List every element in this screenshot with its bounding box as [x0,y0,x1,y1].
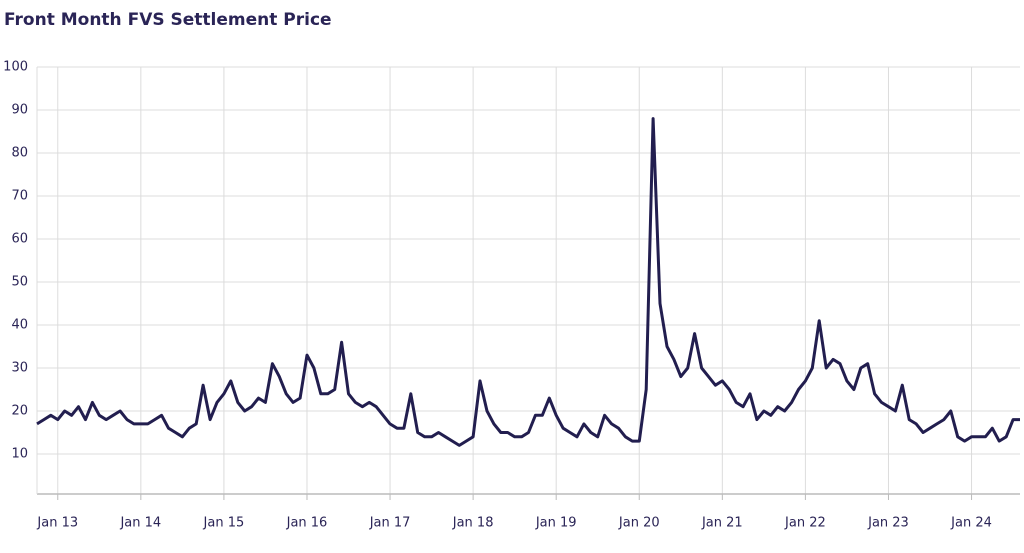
y-tick-label: 60 [11,232,28,247]
series-line [36,117,1020,447]
y-tick-label: 90 [11,103,28,118]
y-tick-label: 50 [11,275,28,290]
y-tick-label: 80 [11,146,28,161]
x-tick-label: Jan 16 [286,516,328,531]
x-tick-label: Jan 19 [535,516,577,531]
y-tick-label: 70 [11,189,28,204]
x-tick-label: Jan 18 [452,516,494,531]
y-tick-label: 10 [11,447,28,462]
x-tick-label: Jan 24 [950,516,992,531]
y-tick-label: 40 [11,318,28,333]
x-tick-label: Jan 13 [36,516,78,531]
y-tick-label: 100 [3,60,28,75]
x-tick-label: Jan 22 [784,516,826,531]
x-tick-label: Jan 21 [701,516,743,531]
x-tick-label: Jan 23 [867,516,909,531]
x-tick-label: Jan 14 [119,516,161,531]
x-tick-label: Jan 17 [369,516,411,531]
x-tick-label: Jan 20 [618,516,660,531]
x-tick-label: Jan 15 [203,516,245,531]
y-tick-label: 20 [11,404,28,419]
chart-title: Front Month FVS Settlement Price [4,10,332,30]
y-tick-label: 30 [11,361,28,376]
